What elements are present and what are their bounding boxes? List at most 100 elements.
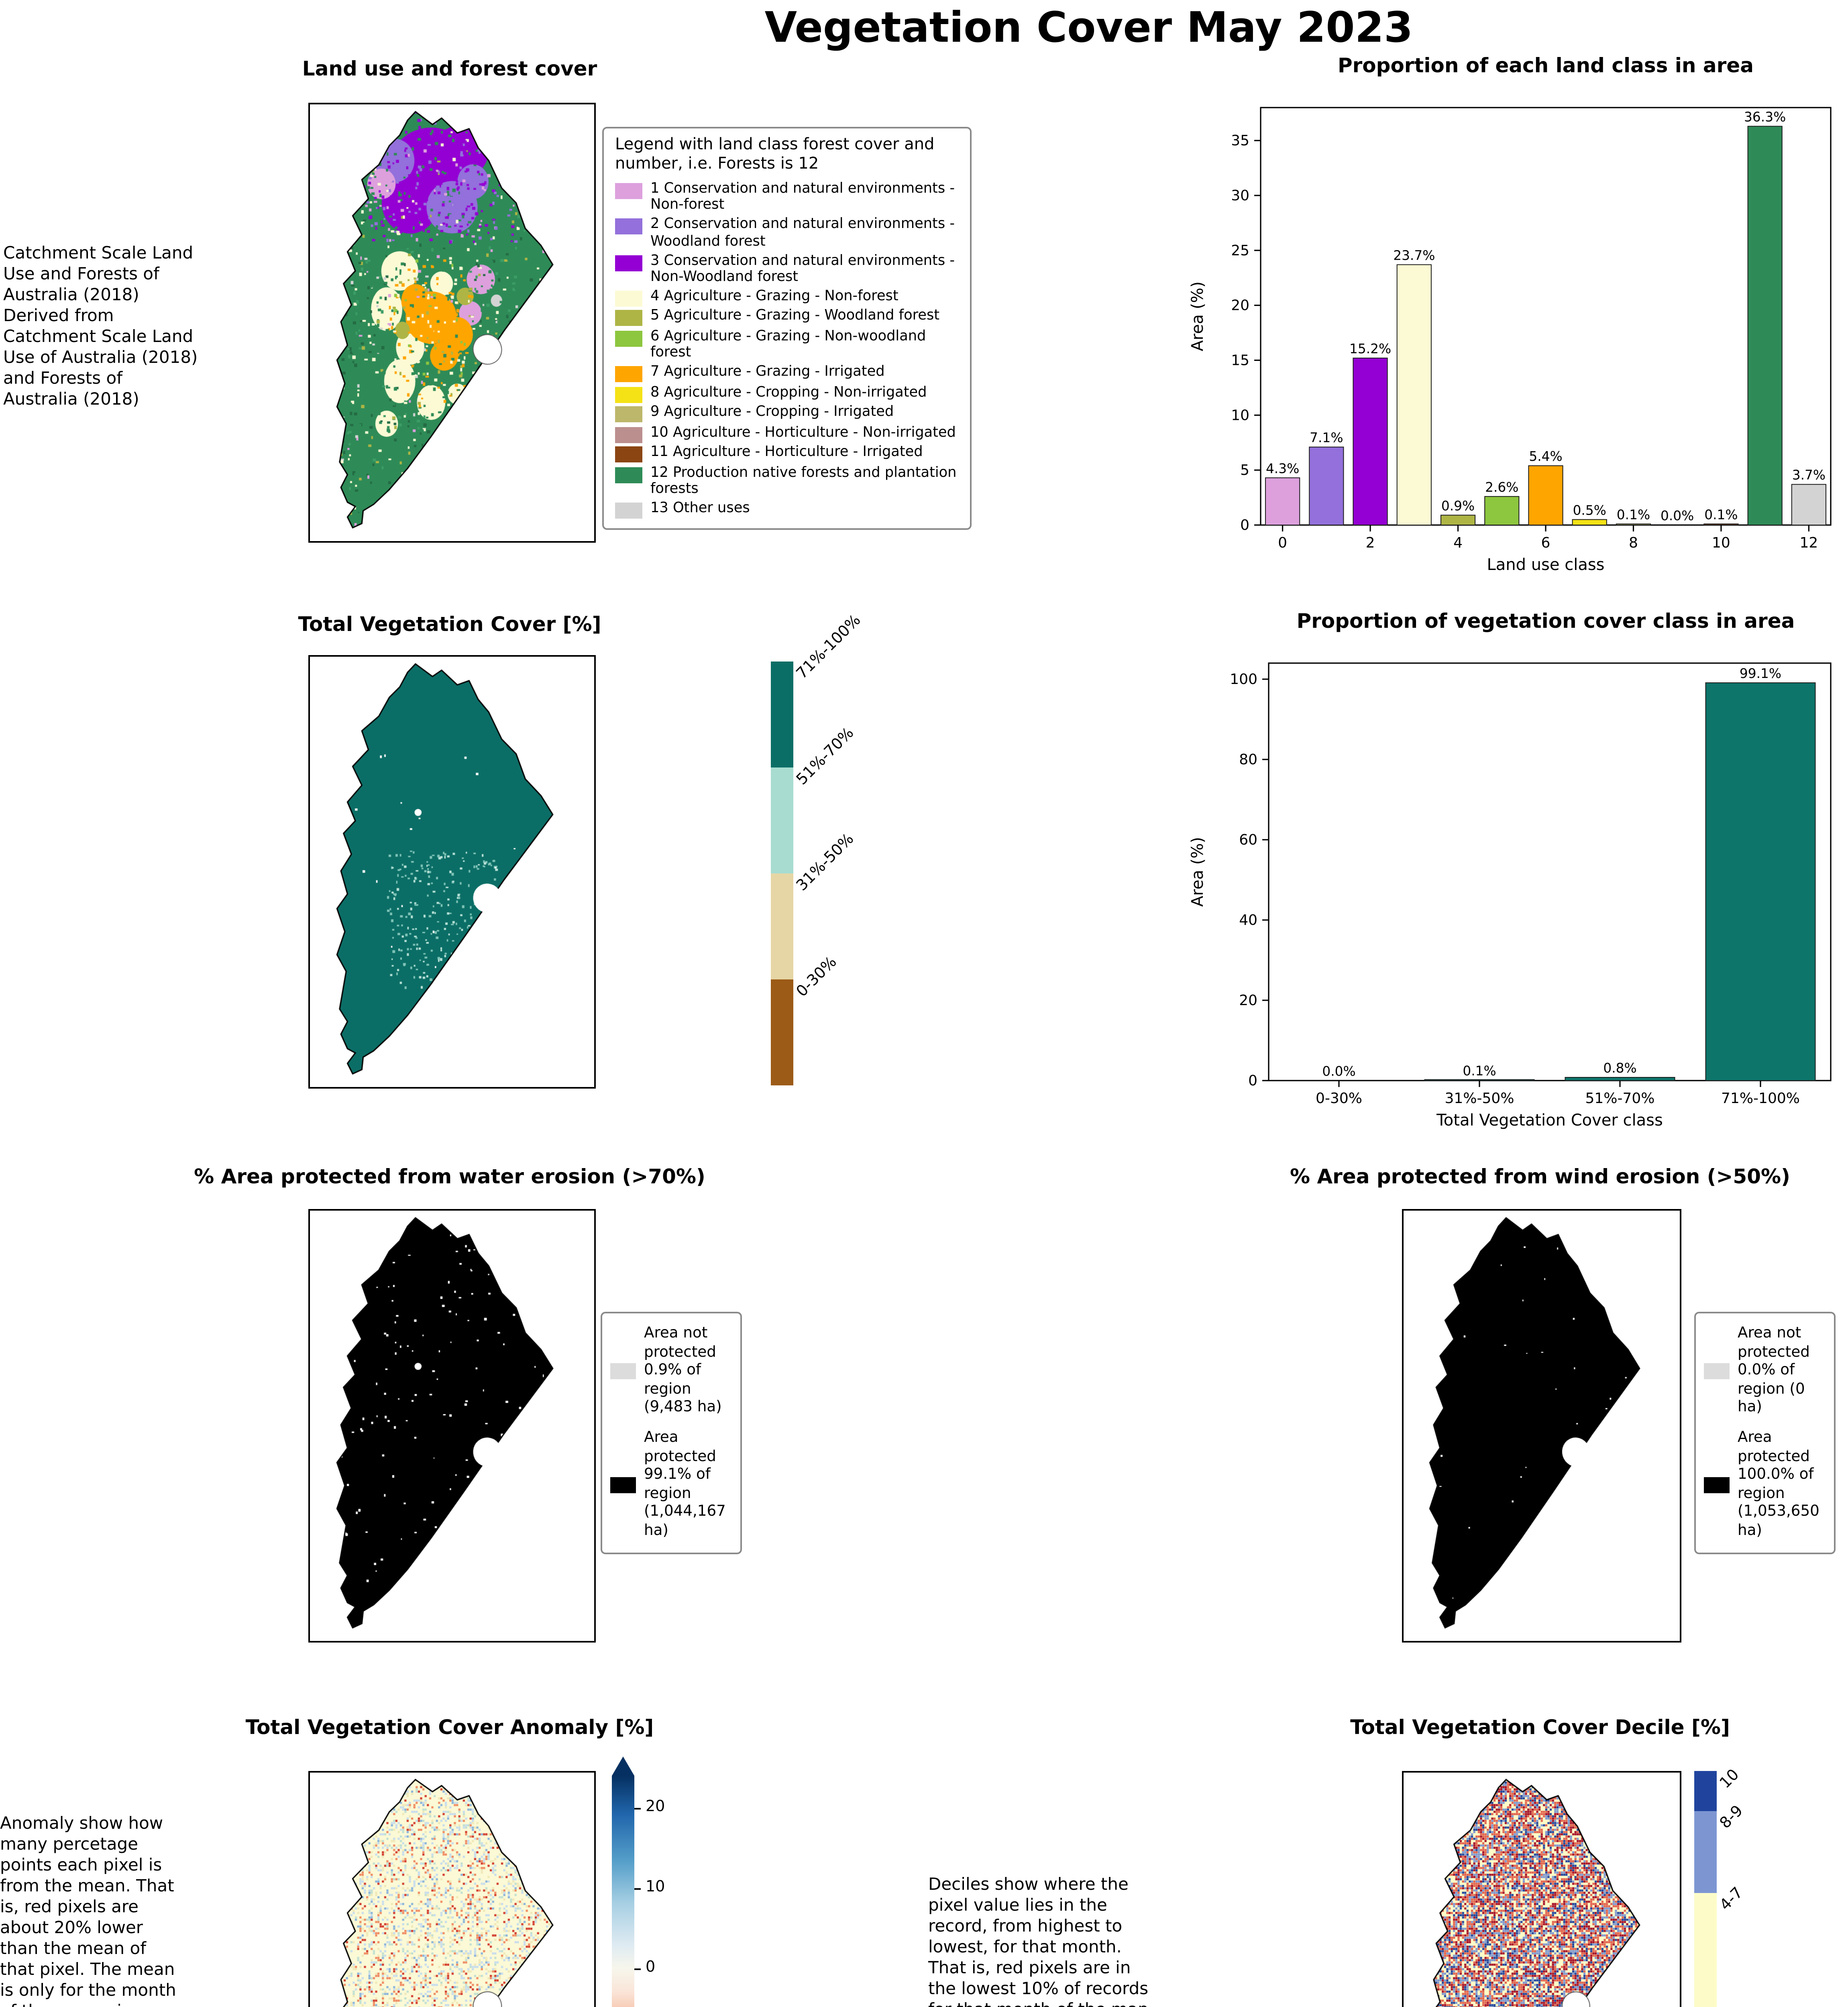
legend-item: Area not protected 0.0% of region (0 ha)	[1704, 1325, 1826, 1418]
y-tick-label: 5	[1240, 462, 1249, 478]
land-use-legend-title: Legend with land class forest cover and …	[615, 136, 935, 173]
veg-colorbar-label: 51%-70%	[793, 725, 858, 789]
y-tick-label: 20	[1231, 297, 1249, 314]
y-tick-label: 35	[1231, 132, 1249, 149]
water-erosion-legend: Area not protected 0.9% of region (9,483…	[601, 1312, 742, 1554]
decile-panel-title: Total Vegetation Cover Decile [%]	[1350, 1715, 1730, 1739]
land-class-swatch	[615, 466, 642, 482]
legend-item: Area not protected 0.9% of region (9,483…	[610, 1325, 732, 1418]
bar-value-label: 0.1%	[1704, 507, 1738, 522]
bar-value-label: 0.8%	[1603, 1060, 1636, 1076]
x-tick-label: 0	[1278, 535, 1287, 551]
bar-value-label: 0.0%	[1661, 508, 1694, 523]
bar	[1440, 515, 1476, 525]
x-tick-label: 2	[1366, 535, 1375, 551]
land-class-chart-title: Proportion of each land class in area	[1338, 53, 1754, 77]
anomaly-map	[308, 1771, 596, 2007]
veg-class-chart-title: Proportion of vegetation cover class in …	[1296, 609, 1795, 633]
bar-value-label: 0.1%	[1617, 507, 1650, 522]
wind-erosion-legend: Area not protected 0.0% of region (0 ha)…	[1694, 1312, 1836, 1554]
y-tick-label: 15	[1231, 352, 1249, 368]
land-class-label: 3 Conservation and natural environments …	[650, 253, 955, 286]
colorbar-segment	[1694, 1811, 1717, 1893]
bar-value-label: 36.3%	[1744, 110, 1786, 125]
decile-colorbar-label: 8-9	[1717, 1803, 1747, 1833]
bar	[1565, 1077, 1675, 1081]
bar	[1528, 465, 1563, 525]
land-class-legend-item: 13 Other uses	[615, 501, 959, 518]
bar-value-label: 0.5%	[1573, 503, 1606, 518]
land-use-panel-title: Land use and forest cover	[302, 56, 597, 80]
bar	[1791, 484, 1826, 525]
decile-colorbar-label: 4-7	[1717, 1883, 1747, 1914]
bar	[1353, 358, 1388, 525]
y-tick-label: 80	[1239, 751, 1257, 768]
bar-value-label: 0.1%	[1463, 1063, 1496, 1079]
land-class-label: 4 Agriculture - Grazing - Non-forest	[650, 289, 899, 305]
anomaly-colorbar	[612, 1757, 634, 2007]
x-tick-label: 71%-100%	[1721, 1090, 1800, 1107]
bar	[1572, 519, 1607, 526]
y-tick-label: 0	[1240, 517, 1249, 533]
y-axis-label: Area (%)	[1188, 837, 1207, 907]
land-class-label: 10 Agriculture - Horticulture - Non-irri…	[650, 425, 956, 441]
x-tick-label: 0-30%	[1316, 1090, 1362, 1107]
area-protected-swatch	[1704, 1477, 1730, 1493]
wind-erosion-map	[1402, 1209, 1681, 1643]
veg-cover-map	[308, 655, 596, 1089]
legend-item: Area protected 100.0% of region (1,053,6…	[1704, 1429, 1826, 1541]
anomaly-panel-title: Total Vegetation Cover Anomaly [%]	[245, 1715, 654, 1739]
colorbar-tick	[634, 1808, 641, 1810]
land-use-legend-items: 1 Conservation and natural environments …	[615, 181, 959, 518]
land-class-label: 2 Conservation and natural environments …	[650, 217, 955, 250]
land-class-label: 13 Other uses	[650, 501, 750, 517]
y-tick-label: 100	[1230, 671, 1257, 688]
bar-value-label: 23.7%	[1393, 248, 1435, 263]
y-tick-label: 60	[1239, 832, 1257, 848]
legend-item: Area protected 99.1% of region (1,044,16…	[610, 1429, 732, 1541]
land-class-legend-item: 5 Agriculture - Grazing - Woodland fores…	[615, 309, 959, 326]
land-class-swatch	[615, 219, 642, 235]
colorbar-tick	[634, 1888, 641, 1890]
veg-colorbar-label: 71%-100%	[793, 612, 865, 683]
land-class-legend-item: 11 Agriculture - Horticulture - Irrigate…	[615, 445, 959, 462]
bar	[1396, 264, 1432, 525]
colorbar-tick	[634, 1968, 641, 1970]
land-class-legend-item: 3 Conservation and natural environments …	[615, 253, 959, 286]
land-class-legend-item: 1 Conservation and natural environments …	[615, 181, 959, 215]
land-use-caption: Catchment Scale Land Use and Forests of …	[3, 244, 198, 410]
y-axis-label: Area (%)	[1188, 281, 1207, 351]
x-tick-label: 51%-70%	[1585, 1090, 1654, 1107]
x-tick-label: 4	[1453, 535, 1463, 551]
water-erosion-map	[308, 1209, 596, 1643]
land-class-bar-chart: 0 5 10 15 20 25 30 35 Area (%) 4.3% 7.1% 15.2% 23.7%…	[1180, 67, 1848, 597]
anomaly-tick-label: 10	[646, 1879, 665, 1896]
y-tick-label: 25	[1231, 242, 1249, 259]
land-class-label: 1 Conservation and natural environments …	[650, 181, 955, 214]
decile-colorbar	[1694, 1771, 1717, 2007]
land-class-label: 5 Agriculture - Grazing - Woodland fores…	[650, 309, 940, 325]
area-protected-swatch	[610, 1477, 636, 1493]
x-tick-label: 6	[1541, 535, 1551, 551]
colorbar-arrow-up-icon	[612, 1757, 634, 1776]
bar-value-label: 99.1%	[1740, 666, 1781, 681]
land-class-swatch	[615, 502, 642, 518]
land-class-label: 7 Agriculture - Grazing - Irrigated	[650, 364, 885, 381]
land-class-legend-item: 10 Agriculture - Horticulture - Non-irri…	[615, 425, 959, 442]
bar-value-label: 5.4%	[1529, 449, 1562, 464]
colorbar-segment	[1694, 1892, 1717, 2007]
bar	[1616, 523, 1651, 526]
land-class-legend-item: 9 Agriculture - Cropping - Irrigated	[615, 405, 959, 422]
land-class-legend-item: 8 Agriculture - Cropping - Non-irrigated	[615, 385, 959, 402]
land-class-legend-item: 7 Agriculture - Grazing - Irrigated	[615, 364, 959, 382]
land-class-legend-item: 2 Conservation and natural environments …	[615, 217, 959, 250]
y-tick-label: 20	[1239, 992, 1257, 1009]
x-tick-label: 10	[1712, 535, 1730, 551]
colorbar-segment	[771, 662, 793, 767]
anomaly-colorbar-gradient	[612, 1776, 634, 2007]
x-axis-label: Total Vegetation Cover class	[1436, 1111, 1663, 1130]
y-tick-label: 0	[1248, 1073, 1257, 1089]
bar	[1309, 446, 1344, 525]
veg-colorbar-label: 31%-50%	[793, 830, 858, 895]
